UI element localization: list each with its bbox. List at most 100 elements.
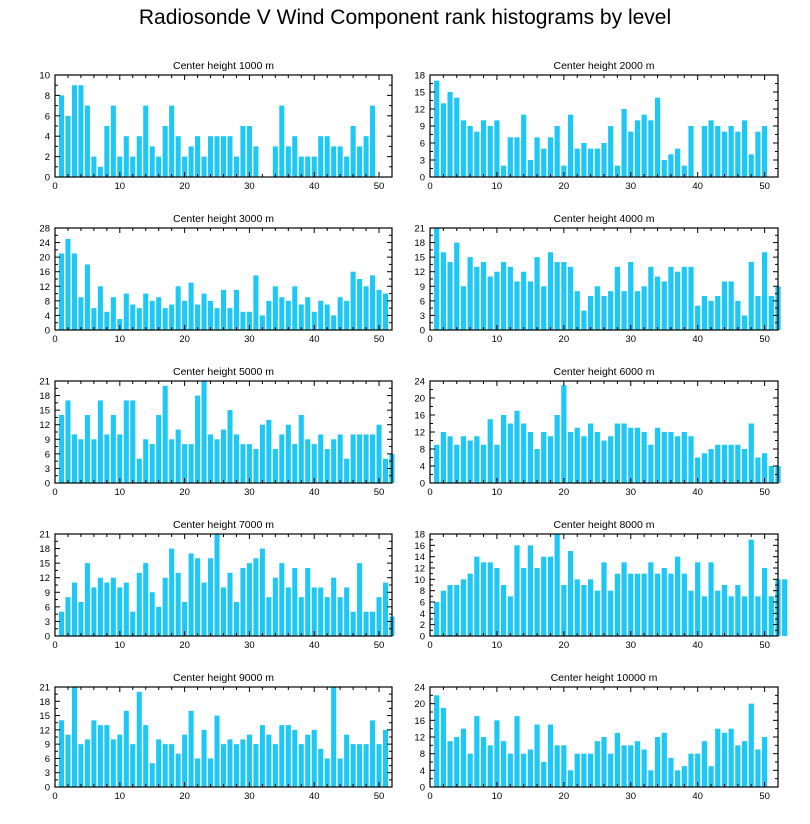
panel-title: Center height 5000 m <box>173 366 274 378</box>
histogram-bar <box>648 266 654 330</box>
histogram-bar <box>527 545 533 636</box>
histogram-bar <box>272 286 278 330</box>
main-title: Radiosonde V Wind Component rank histogr… <box>138 6 672 29</box>
histogram-bar <box>272 744 278 787</box>
x-tick-label: 20 <box>179 791 190 802</box>
y-tick-label: 0 <box>420 783 425 794</box>
histogram-bar <box>143 725 149 787</box>
histogram-bar <box>534 568 540 636</box>
y-tick-label: 6 <box>420 598 425 609</box>
histogram-bar <box>220 429 227 483</box>
histogram-bar <box>233 602 239 636</box>
histogram-bar <box>654 573 661 636</box>
histogram-bar <box>311 587 317 636</box>
histogram-bar <box>117 587 123 636</box>
histogram-bar <box>541 286 547 330</box>
histogram-bar <box>259 315 265 330</box>
y-tick-label: 0 <box>420 173 425 184</box>
x-tick-label: 50 <box>759 791 770 802</box>
y-tick-label: 18 <box>414 71 425 82</box>
histogram-bar <box>675 271 681 330</box>
histogram-panel: Center height 3000 m 0 10 20 30 40 50 0 4 8 12 16 20… <box>39 213 393 345</box>
y-tick-label: 6 <box>45 754 50 765</box>
histogram-bar <box>661 160 667 177</box>
histogram-bar <box>337 297 343 330</box>
histogram-bar <box>567 432 574 483</box>
histogram-bar <box>71 85 77 177</box>
histogram-bar <box>460 436 467 483</box>
histogram-bar <box>681 432 687 483</box>
histogram-bar <box>324 304 330 330</box>
histogram-bar <box>78 744 84 787</box>
histogram-bar <box>246 311 252 330</box>
x-tick-label: 10 <box>492 487 503 498</box>
histogram-bar <box>708 449 714 483</box>
histogram-bar <box>608 590 614 636</box>
histogram-bar <box>110 105 116 177</box>
histogram-bar <box>91 720 97 787</box>
histogram-bar <box>460 579 467 636</box>
histogram-bar <box>117 319 123 330</box>
histogram-bar <box>628 262 634 330</box>
histogram-bar <box>220 136 227 177</box>
histogram-bar <box>634 427 641 483</box>
histogram-bar <box>454 585 460 636</box>
y-tick-label: 10 <box>414 575 425 586</box>
histogram-bar <box>501 262 507 330</box>
histogram-bar <box>305 297 311 330</box>
histogram-bar <box>285 146 291 177</box>
histogram-bar <box>318 434 324 483</box>
histogram-bar <box>641 573 647 636</box>
histogram-bar <box>279 434 285 483</box>
y-tick-label: 4 <box>420 766 425 777</box>
histogram-bar <box>182 156 188 177</box>
histogram-bar <box>514 137 520 177</box>
histogram-bar <box>84 264 90 330</box>
y-tick-label: 4 <box>45 311 50 322</box>
histogram-bar <box>357 744 363 787</box>
histogram-bar <box>318 300 324 330</box>
y-tick-label: 18 <box>39 697 50 708</box>
histogram-bar <box>467 573 473 636</box>
histogram-bar <box>521 568 527 636</box>
y-tick-label: 0 <box>420 479 425 490</box>
histogram-bar <box>117 434 123 483</box>
histogram-bar <box>721 585 728 636</box>
histogram-bar <box>130 304 136 330</box>
histogram-bar <box>227 572 233 636</box>
histogram-bar <box>292 136 298 177</box>
histogram-bar <box>350 434 356 483</box>
panel-title: Center height 1000 m <box>173 60 274 72</box>
histogram-bar <box>581 143 587 177</box>
histogram-bar <box>501 415 507 483</box>
histogram-bar <box>318 587 324 636</box>
histogram-bar <box>648 562 654 636</box>
y-tick-label: 12 <box>39 282 50 293</box>
histogram-bar <box>688 266 694 330</box>
histogram-bar <box>344 300 350 330</box>
histogram-bar <box>487 745 493 787</box>
histogram-bar <box>305 568 311 636</box>
histogram-bar <box>447 741 453 787</box>
histogram-bar <box>337 146 343 177</box>
histogram-bar <box>162 126 168 177</box>
histogram-bar <box>376 289 382 330</box>
histogram-bar <box>266 300 272 330</box>
histogram-bar <box>661 732 667 787</box>
histogram-bar <box>110 297 116 330</box>
histogram-bar <box>350 611 356 636</box>
histogram-bar <box>240 568 246 636</box>
y-tick-label: 4 <box>420 462 425 473</box>
x-tick-label: 0 <box>52 181 57 192</box>
histogram-bar <box>501 165 507 177</box>
x-tick-label: 10 <box>115 487 126 498</box>
histogram-bar <box>240 444 246 483</box>
histogram-bar <box>370 275 376 330</box>
histogram-bar <box>688 436 694 483</box>
histogram-bar <box>480 262 487 330</box>
histogram-bar <box>741 315 748 330</box>
histogram-bar <box>292 444 298 483</box>
histogram-bar <box>130 744 136 787</box>
histogram-bar <box>104 725 110 787</box>
histogram-bar <box>480 737 487 787</box>
